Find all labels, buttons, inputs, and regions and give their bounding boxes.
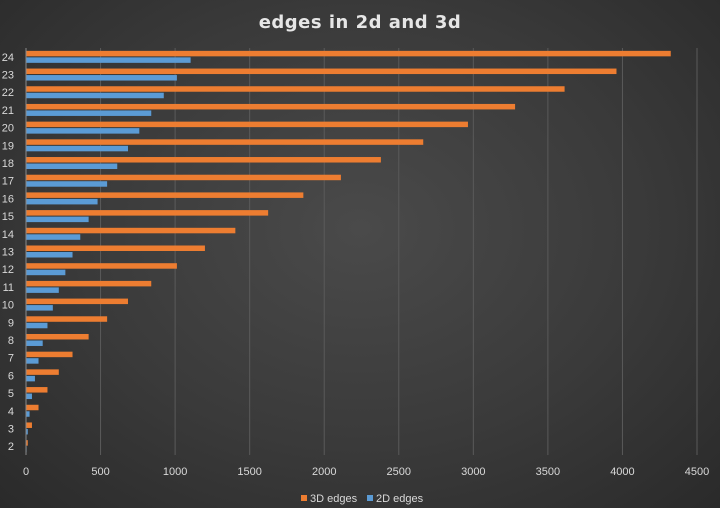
y-tick-label: 20 bbox=[2, 123, 14, 135]
bar-3d-edges bbox=[26, 316, 108, 322]
bar-3d-edges bbox=[26, 404, 39, 411]
bar-2d-edges bbox=[26, 145, 128, 152]
y-tick-label: 7 bbox=[8, 353, 14, 365]
bar-2d-edges bbox=[26, 287, 59, 293]
bar-2d-edges bbox=[26, 269, 66, 276]
bar-3d-edges bbox=[26, 103, 516, 110]
x-tick-labels: 0 500 1000 1500 2000 2500 3000 3500 4000 4500 bbox=[23, 466, 709, 478]
legend-label: 2D edges bbox=[376, 493, 424, 505]
x-tick-label: 4000 bbox=[610, 466, 634, 478]
bar-2d-edges bbox=[26, 216, 89, 223]
bar-2d-edges bbox=[26, 428, 28, 435]
y-tick-label: 11 bbox=[3, 282, 14, 294]
chart-title: edges in 2d and 3d bbox=[259, 12, 462, 33]
bar-2d-edges bbox=[26, 252, 73, 258]
y-tick-label: 22 bbox=[2, 87, 14, 99]
x-tick-label: 500 bbox=[91, 466, 109, 478]
y-tick-label: 21 bbox=[2, 105, 14, 117]
legend-swatch bbox=[367, 495, 373, 501]
x-tick-label: 1500 bbox=[237, 466, 261, 478]
bar-3d-edges bbox=[26, 157, 381, 163]
y-tick-label: 8 bbox=[8, 335, 14, 347]
bar-2d-edges bbox=[26, 110, 152, 116]
bar-2d-edges bbox=[26, 75, 177, 81]
bar-3d-edges bbox=[26, 68, 617, 75]
y-tick-label: 17 bbox=[2, 176, 14, 188]
y-tick-label: 23 bbox=[2, 70, 14, 82]
bar-3d-edges bbox=[26, 440, 28, 446]
bar-3d-edges bbox=[26, 333, 89, 340]
x-tick-label: 3000 bbox=[461, 466, 485, 478]
bar-2d-edges bbox=[26, 375, 35, 382]
x-tick-label: 0 bbox=[23, 466, 29, 478]
bar-3d-edges bbox=[26, 86, 565, 92]
bar-3d-edges bbox=[26, 245, 205, 251]
y-tick-label: 13 bbox=[2, 247, 14, 259]
bar-3d-edges bbox=[26, 121, 468, 128]
y-tick-label: 10 bbox=[2, 300, 14, 312]
gridlines bbox=[100, 48, 698, 455]
x-tick-label: 1000 bbox=[163, 466, 187, 478]
bar-2d-edges bbox=[26, 163, 118, 170]
y-tick-label: 15 bbox=[2, 211, 14, 223]
x-tick-label: 2500 bbox=[387, 466, 411, 478]
bar-3d-edges bbox=[26, 280, 152, 287]
bar-3d-edges bbox=[26, 298, 128, 305]
bar-3d-edges bbox=[26, 351, 73, 358]
y-tick-label: 6 bbox=[8, 370, 14, 382]
y-tick-label: 12 bbox=[2, 264, 14, 276]
y-tick-label: 16 bbox=[2, 193, 14, 205]
y-tick-label: 18 bbox=[2, 158, 14, 170]
legend-swatch bbox=[301, 495, 307, 501]
bar-2d-edges bbox=[26, 181, 108, 187]
y-tick-label: 4 bbox=[8, 406, 14, 418]
bar-2d-edges bbox=[26, 198, 98, 205]
bar-3d-edges bbox=[26, 422, 32, 428]
bar-2d-edges bbox=[26, 128, 140, 134]
bars bbox=[26, 50, 671, 453]
bar-3d-edges bbox=[26, 369, 59, 375]
bar-2d-edges bbox=[26, 358, 39, 364]
bar-2d-edges bbox=[26, 393, 32, 400]
bar-2d-edges bbox=[26, 322, 48, 329]
bar-2d-edges bbox=[26, 92, 164, 99]
y-tick-label: 9 bbox=[8, 317, 14, 329]
bar-3d-edges bbox=[26, 387, 48, 393]
y-tick-label: 19 bbox=[2, 140, 14, 152]
bar-2d-edges bbox=[26, 305, 53, 311]
bar-3d-edges bbox=[26, 263, 177, 269]
y-tick-label: 14 bbox=[2, 229, 14, 241]
x-tick-label: 2000 bbox=[312, 466, 336, 478]
bar-2d-edges bbox=[26, 411, 30, 417]
bar-3d-edges bbox=[26, 50, 671, 57]
bar-2d-edges bbox=[26, 57, 191, 63]
y-tick-label: 24 bbox=[2, 52, 14, 64]
legend-label: 3D edges bbox=[310, 493, 358, 505]
bar-3d-edges bbox=[26, 192, 304, 198]
bar-2d-edges bbox=[26, 340, 43, 346]
bar-3d-edges bbox=[26, 210, 269, 216]
bar-2d-edges bbox=[26, 234, 81, 240]
x-tick-label: 4500 bbox=[685, 466, 709, 478]
bar-3d-edges bbox=[26, 174, 341, 181]
y-tick-label: 2 bbox=[8, 441, 14, 453]
legend: 3D edges 2D edges bbox=[301, 493, 424, 505]
y-tick-label: 3 bbox=[8, 423, 14, 435]
bar-3d-edges bbox=[26, 139, 424, 145]
y-tick-label: 5 bbox=[8, 388, 14, 400]
bar-3d-edges bbox=[26, 227, 236, 234]
x-tick-label: 3500 bbox=[536, 466, 560, 478]
